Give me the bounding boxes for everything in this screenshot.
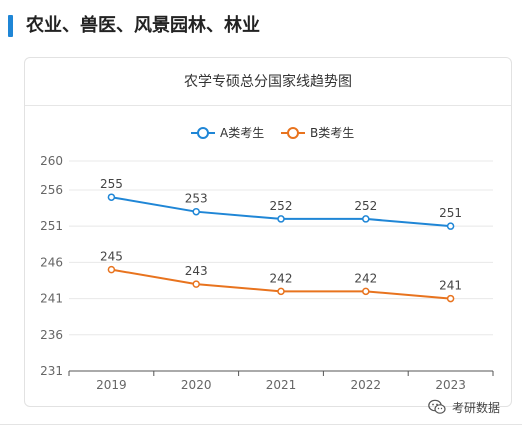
data-label: 252 [270,199,293,213]
data-label: 242 [270,271,293,285]
chart-card: 农学专硕总分国家线趋势图 231 236 241 246 251 256 260 2019 20… [24,57,512,407]
x-tick-label: 2023 [435,378,466,392]
legend-marker [287,127,299,139]
section-accent-bar [8,15,13,37]
data-point [192,207,200,216]
data-point [192,280,200,288]
y-tick-label: 236 [40,328,63,342]
data-point [277,215,285,223]
page-divider [0,424,522,425]
data-label: 241 [439,279,462,293]
data-point [107,265,116,274]
x-tick-label: 2021 [266,378,297,392]
data-point [107,193,116,201]
data-point [277,287,285,296]
data-point [446,222,455,230]
data-label: 251 [439,206,462,220]
data-label: 255 [100,177,123,191]
y-tick-label: 256 [40,183,63,197]
data-label: 253 [185,192,208,206]
data-point [362,287,370,296]
data-point [446,294,455,303]
watermark: 考研数据 [428,397,500,417]
legend-label: A类考生 [220,126,264,140]
y-tick-label: 241 [40,292,63,306]
y-tick-label: 246 [40,255,63,269]
data-label: 245 [100,250,123,264]
data-point [362,215,370,223]
watermark-text: 考研数据 [452,400,501,415]
line-chart: 231 236 241 246 251 256 260 2019 2020 2021 2022 202… [40,126,494,392]
data-label: 243 [185,264,208,278]
y-tick-label: 231 [40,364,63,378]
wechat-icon [428,399,446,415]
y-tick-label: 260 [40,154,63,168]
section-title: 农业、兽医、风景园林、林业 [26,15,260,36]
data-label: 242 [354,271,377,285]
y-tick-label: 251 [40,219,63,233]
data-label: 252 [354,199,377,213]
x-tick-label: 2019 [96,378,127,392]
x-tick-label: 2022 [351,378,382,392]
chart-title: 农学专硕总分国家线趋势图 [25,58,511,106]
legend-label: B类考生 [310,126,354,140]
x-tick-label: 2020 [181,378,212,392]
legend-marker [197,127,209,139]
